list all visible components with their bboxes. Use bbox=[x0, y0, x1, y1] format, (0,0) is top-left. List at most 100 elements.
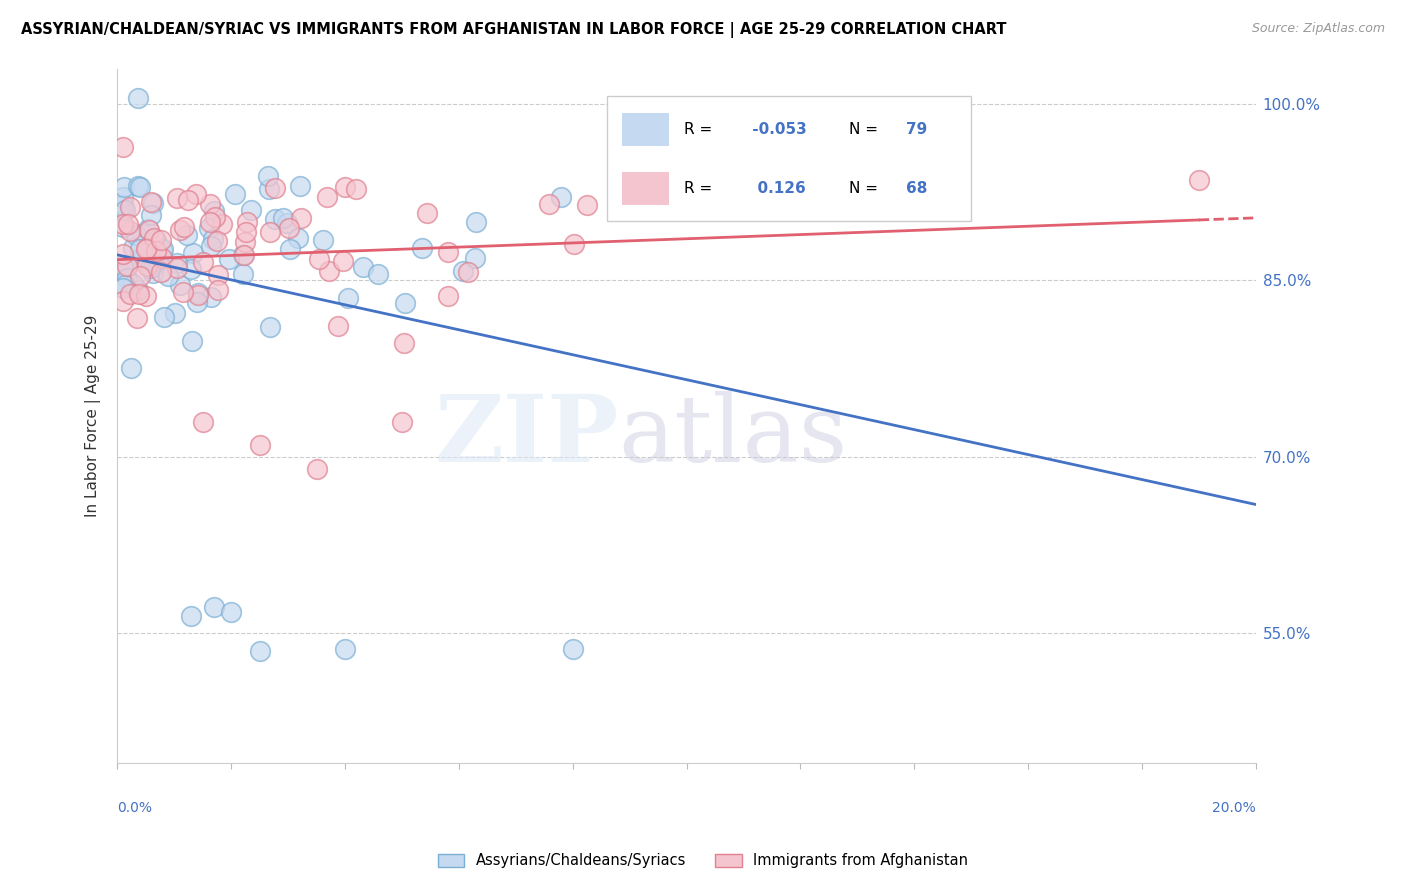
Point bbox=[139, 194, 162, 209]
Point bbox=[538, 197, 561, 211]
Point bbox=[465, 214, 488, 228]
Point bbox=[326, 319, 349, 334]
Point bbox=[112, 293, 135, 308]
Legend: Assyrians/Chaldeans/Syriacs, Immigrants from Afghanistan: Assyrians/Chaldeans/Syriacs, Immigrants … bbox=[432, 847, 974, 874]
Point bbox=[236, 215, 259, 229]
Point bbox=[205, 234, 228, 248]
Point bbox=[118, 223, 141, 237]
Point bbox=[114, 277, 136, 292]
Point bbox=[117, 258, 139, 272]
Text: R =: R = bbox=[685, 122, 717, 136]
Point bbox=[550, 190, 572, 204]
Point bbox=[120, 360, 142, 375]
Point bbox=[141, 195, 163, 210]
Point bbox=[125, 227, 148, 242]
Point bbox=[146, 254, 169, 268]
Point bbox=[138, 223, 160, 237]
Text: Source: ZipAtlas.com: Source: ZipAtlas.com bbox=[1251, 22, 1385, 36]
Text: N =: N = bbox=[849, 181, 883, 195]
Point bbox=[224, 187, 246, 202]
Point bbox=[152, 243, 174, 257]
Point bbox=[111, 140, 134, 154]
FancyBboxPatch shape bbox=[621, 112, 669, 146]
Point bbox=[153, 310, 176, 324]
Point bbox=[180, 608, 202, 623]
Point bbox=[411, 241, 433, 255]
Point bbox=[191, 255, 214, 269]
Point bbox=[200, 215, 222, 229]
Point bbox=[367, 267, 389, 281]
Point bbox=[128, 286, 150, 301]
Point bbox=[1188, 173, 1211, 187]
Point bbox=[235, 225, 257, 239]
Point bbox=[257, 182, 280, 196]
Point bbox=[437, 244, 460, 259]
Point bbox=[259, 320, 281, 334]
Point bbox=[263, 212, 285, 227]
Point bbox=[394, 296, 416, 310]
Point bbox=[451, 263, 474, 277]
Point bbox=[125, 311, 148, 326]
Point bbox=[149, 265, 172, 279]
Point bbox=[111, 260, 134, 274]
Point bbox=[249, 644, 271, 658]
Point bbox=[111, 190, 134, 204]
Point bbox=[166, 260, 188, 275]
Point bbox=[437, 289, 460, 303]
Point bbox=[145, 233, 167, 247]
Point bbox=[232, 248, 254, 262]
Point bbox=[145, 244, 167, 258]
Point bbox=[257, 169, 280, 183]
Point bbox=[118, 287, 141, 301]
Point bbox=[136, 222, 159, 236]
Point bbox=[249, 438, 271, 452]
Text: ASSYRIAN/CHALDEAN/SYRIAC VS IMMIGRANTS FROM AFGHANISTAN IN LABOR FORCE | AGE 25-: ASSYRIAN/CHALDEAN/SYRIAC VS IMMIGRANTS F… bbox=[21, 22, 1007, 38]
Point bbox=[287, 230, 309, 244]
Point bbox=[202, 232, 225, 246]
Point bbox=[191, 415, 214, 429]
Point bbox=[129, 180, 152, 194]
Point bbox=[200, 290, 222, 304]
Point bbox=[128, 242, 150, 256]
FancyBboxPatch shape bbox=[607, 96, 972, 221]
Point bbox=[575, 197, 598, 211]
Point bbox=[207, 268, 229, 282]
Point bbox=[233, 248, 256, 262]
Point bbox=[218, 252, 240, 266]
Point bbox=[150, 251, 173, 265]
Point bbox=[211, 217, 233, 231]
Point bbox=[169, 223, 191, 237]
Point bbox=[337, 292, 360, 306]
Point bbox=[131, 227, 153, 241]
Point bbox=[176, 227, 198, 242]
Point bbox=[273, 211, 295, 225]
Point bbox=[344, 182, 367, 196]
Point bbox=[318, 264, 340, 278]
Point bbox=[149, 232, 172, 246]
Point bbox=[200, 239, 222, 253]
Point bbox=[138, 261, 160, 276]
Point bbox=[156, 268, 179, 283]
Point bbox=[232, 267, 254, 281]
Point bbox=[127, 179, 149, 194]
Point bbox=[139, 208, 162, 222]
Point bbox=[198, 221, 221, 235]
Point bbox=[280, 242, 302, 256]
Point bbox=[184, 187, 207, 202]
Point bbox=[169, 278, 191, 293]
Point bbox=[562, 236, 585, 251]
Point bbox=[111, 281, 134, 295]
Y-axis label: In Labor Force | Age 25-29: In Labor Force | Age 25-29 bbox=[86, 315, 101, 516]
Point bbox=[129, 252, 152, 266]
Point bbox=[204, 210, 226, 224]
Point bbox=[202, 203, 225, 218]
Point bbox=[173, 219, 195, 234]
Point bbox=[233, 235, 256, 250]
Point bbox=[316, 189, 339, 203]
Point bbox=[142, 266, 165, 280]
Point bbox=[333, 641, 356, 656]
Point bbox=[166, 256, 188, 270]
Point bbox=[129, 269, 152, 284]
Point bbox=[187, 288, 209, 302]
Point bbox=[112, 180, 135, 194]
